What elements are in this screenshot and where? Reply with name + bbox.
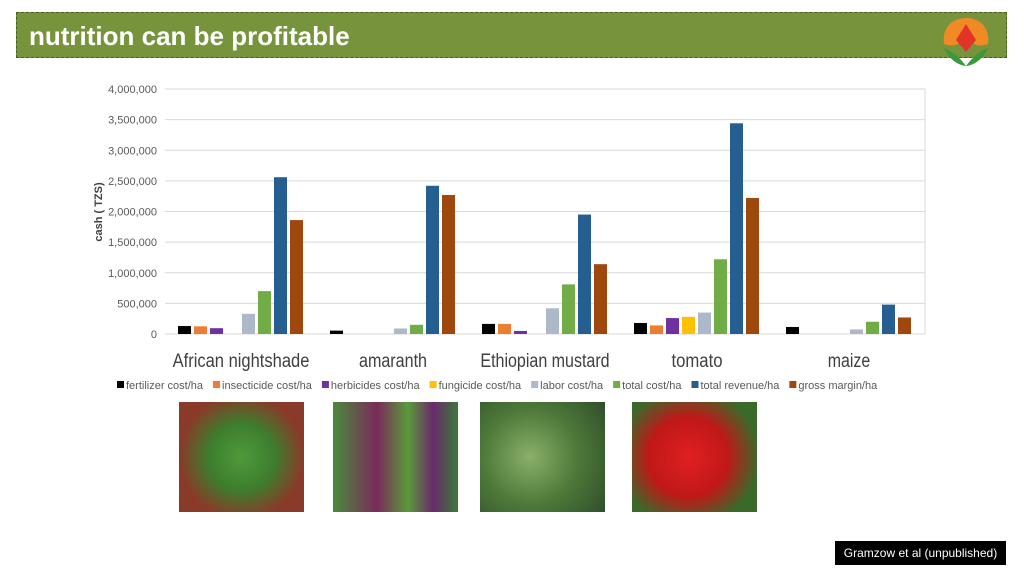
category-label: amaranth <box>359 351 427 372</box>
bar <box>258 291 271 334</box>
category-label: African nightshade <box>173 351 310 372</box>
bar <box>290 220 303 334</box>
bar <box>426 185 439 334</box>
bar <box>650 325 663 334</box>
legend-label: herbicides cost/ha <box>331 380 421 392</box>
bar <box>666 318 679 334</box>
legend-swatch <box>321 381 329 388</box>
photo-amaranth <box>333 402 458 512</box>
legend-label: fertilizer cost/ha <box>126 380 204 392</box>
bar-chart: 0 500,000 1,000,000 1,500,000 2,000,000 2,500… <box>93 84 926 392</box>
photo-tomato <box>632 402 757 512</box>
photo-ethiopian-mustard <box>480 402 605 512</box>
citation: Gramzow et al (unpublished) <box>835 541 1006 565</box>
bar <box>546 308 559 334</box>
bar <box>498 323 511 334</box>
bar <box>594 264 607 334</box>
legend-label: total revenue/ha <box>700 380 780 392</box>
category-label: Ethiopian mustard <box>480 351 609 372</box>
y-tick-label: 1,000,000 <box>108 268 157 280</box>
bar <box>330 330 343 334</box>
legend-label: labor cost/ha <box>540 380 604 392</box>
bar <box>514 330 527 334</box>
y-tick-label: 4,000,000 <box>108 84 157 96</box>
photo-african-nightshade <box>179 402 304 512</box>
legend-label: insecticide cost/ha <box>222 380 313 392</box>
y-tick-label: 3,500,000 <box>108 115 157 127</box>
bar <box>178 326 191 334</box>
bar <box>562 284 575 334</box>
legend-swatch <box>531 381 539 388</box>
category-label: maize <box>828 351 871 372</box>
y-tick-label: 1,500,000 <box>108 237 157 249</box>
bar <box>578 214 591 334</box>
y-tick-label: 2,500,000 <box>108 176 157 188</box>
bar <box>746 198 759 334</box>
legend-label: gross margin/ha <box>798 380 878 392</box>
bar <box>274 177 287 334</box>
slide-title: nutrition can be profitable <box>29 21 350 51</box>
bar <box>786 326 799 334</box>
legend-label: total cost/ha <box>622 380 682 392</box>
y-axis-label: cash ( TZS) <box>93 182 105 242</box>
bar <box>410 324 423 334</box>
logo-icon <box>943 18 989 66</box>
bar <box>730 123 743 334</box>
bar <box>850 329 863 334</box>
bar <box>634 322 647 334</box>
bar <box>210 328 223 334</box>
legend-swatch <box>117 381 124 388</box>
category-label: tomato <box>672 351 723 372</box>
bar <box>482 323 495 334</box>
y-tick-label: 2,000,000 <box>108 207 157 219</box>
bar <box>682 316 695 334</box>
legend-swatch <box>789 381 797 388</box>
legend-label: fungicide cost/ha <box>439 380 522 392</box>
bar <box>714 259 727 334</box>
bar <box>882 304 895 334</box>
bar <box>866 321 879 334</box>
y-tick-label: 0 <box>151 329 157 341</box>
y-tick-label: 500,000 <box>117 298 157 310</box>
title-bar: nutrition can be profitable <box>16 12 1007 58</box>
bar <box>898 317 911 334</box>
legend-swatch <box>429 381 437 388</box>
legend-swatch <box>213 381 221 388</box>
bar <box>394 328 407 334</box>
legend-swatch <box>691 381 699 388</box>
bar <box>242 313 255 334</box>
bar <box>698 312 711 334</box>
bar <box>442 194 455 334</box>
legend-swatch <box>613 381 621 388</box>
bar <box>194 326 207 334</box>
y-tick-label: 3,000,000 <box>108 145 157 157</box>
